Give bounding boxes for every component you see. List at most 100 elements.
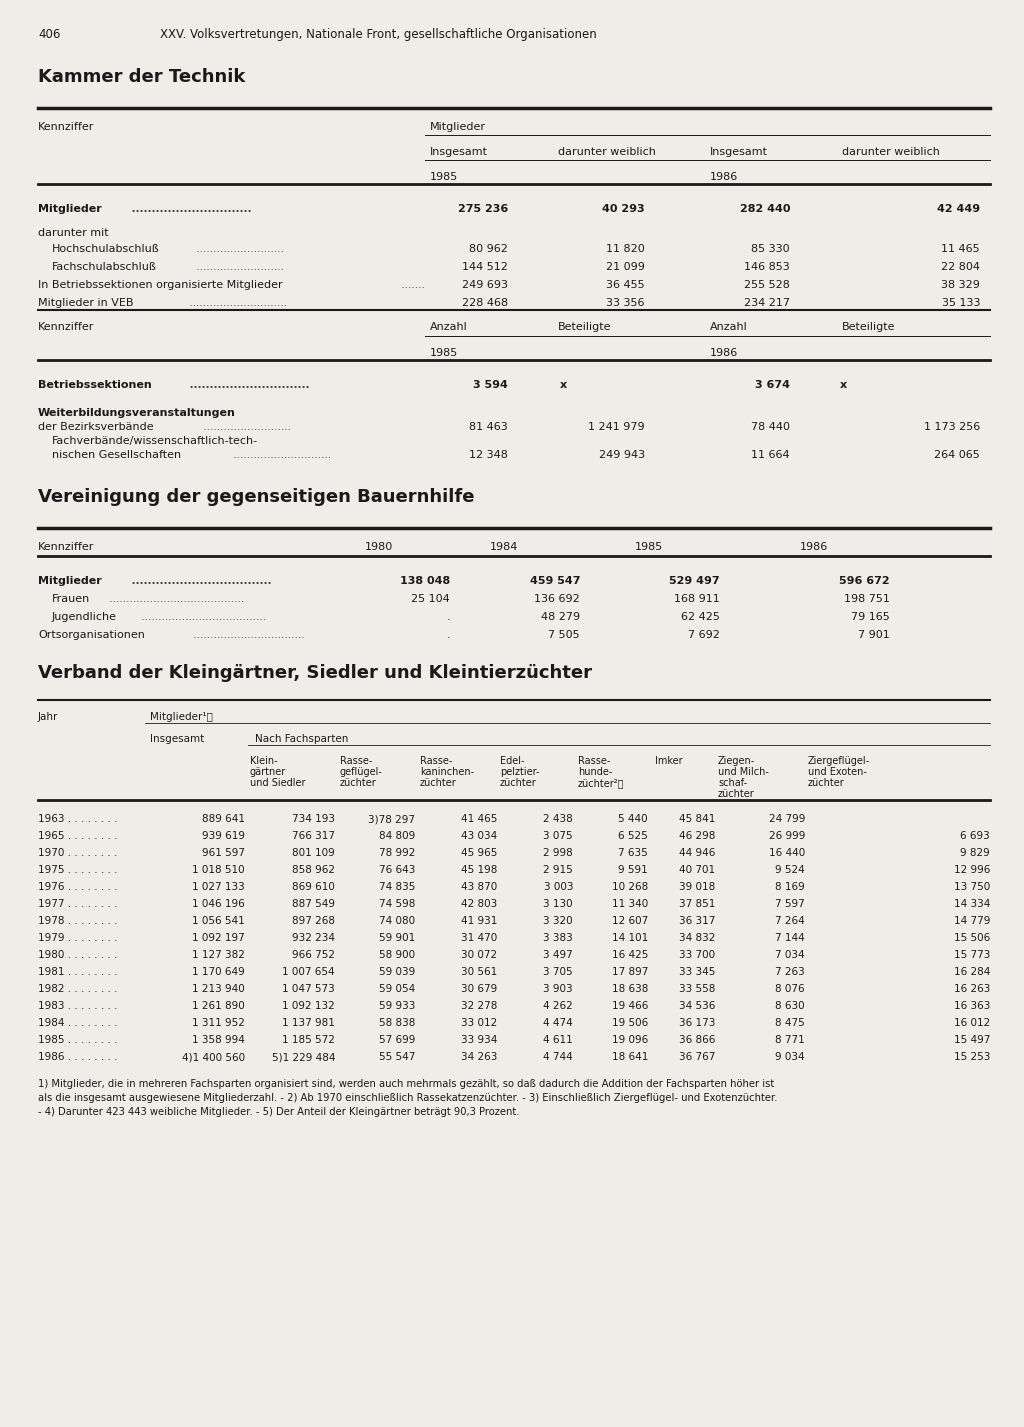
Text: 33 558: 33 558 [679,985,715,995]
Text: 3 497: 3 497 [544,950,573,960]
Text: 33 345: 33 345 [679,968,715,977]
Text: züchter²⧯: züchter²⧯ [578,778,625,788]
Text: 12 607: 12 607 [611,916,648,926]
Text: 24 799: 24 799 [769,813,805,823]
Text: 58 900: 58 900 [379,950,415,960]
Text: 74 080: 74 080 [379,916,415,926]
Text: 59 054: 59 054 [379,985,415,995]
Text: 7 692: 7 692 [688,629,720,639]
Text: Hochschulabschluß: Hochschulabschluß [52,244,160,254]
Text: 33 356: 33 356 [606,298,645,308]
Text: 32 278: 32 278 [461,1000,497,1010]
Text: 275 236: 275 236 [458,204,508,214]
Text: ..........................: .......................... [193,244,284,254]
Text: 19 096: 19 096 [611,1035,648,1045]
Text: 13 750: 13 750 [953,882,990,892]
Text: 14 779: 14 779 [953,916,990,926]
Text: 2 915: 2 915 [544,865,573,875]
Text: 4 611: 4 611 [544,1035,573,1045]
Text: der Bezirksverbände: der Bezirksverbände [38,422,154,432]
Text: 3 383: 3 383 [544,933,573,943]
Text: 9 524: 9 524 [775,865,805,875]
Text: 46 298: 46 298 [679,831,715,841]
Text: 1985: 1985 [635,542,664,552]
Text: als die insgesamt ausgewiesene Mitgliederzahl. - 2) Ab 1970 einschließlich Rasse: als die insgesamt ausgewiesene Mitgliede… [38,1093,777,1103]
Text: 11 820: 11 820 [606,244,645,254]
Text: Fachverbände/wissenschaftlich-tech-: Fachverbände/wissenschaftlich-tech- [52,437,258,447]
Text: hunde-: hunde- [578,766,612,776]
Text: 2 438: 2 438 [544,813,573,823]
Text: 59 901: 59 901 [379,933,415,943]
Text: 42 803: 42 803 [461,899,497,909]
Text: 459 547: 459 547 [529,577,580,586]
Text: .......: ....... [398,280,425,290]
Text: gärtner: gärtner [250,766,287,776]
Text: Insgesamt: Insgesamt [430,147,488,157]
Text: 8 630: 8 630 [775,1000,805,1010]
Text: 7 263: 7 263 [775,968,805,977]
Text: 529 497: 529 497 [670,577,720,586]
Text: 48 279: 48 279 [541,612,580,622]
Text: 1983 . . . . . . . .: 1983 . . . . . . . . [38,1000,118,1010]
Text: Weiterbildungsveranstaltungen: Weiterbildungsveranstaltungen [38,408,236,418]
Text: 889 641: 889 641 [202,813,245,823]
Text: Imker: Imker [655,756,683,766]
Text: geflügel-: geflügel- [340,766,383,776]
Text: Frauen: Frauen [52,594,90,604]
Text: 4 474: 4 474 [544,1017,573,1027]
Text: 58 838: 58 838 [379,1017,415,1027]
Text: 1 018 510: 1 018 510 [193,865,245,875]
Text: Anzahl: Anzahl [430,323,468,332]
Text: 3 003: 3 003 [544,882,573,892]
Text: 16 263: 16 263 [953,985,990,995]
Text: 31 470: 31 470 [461,933,497,943]
Text: 33 934: 33 934 [461,1035,497,1045]
Text: 801 109: 801 109 [292,848,335,858]
Text: Rasse-: Rasse- [420,756,453,766]
Text: 1979 . . . . . . . .: 1979 . . . . . . . . [38,933,118,943]
Text: und Siedler: und Siedler [250,778,305,788]
Text: 34 536: 34 536 [679,1000,715,1010]
Text: 35 133: 35 133 [941,298,980,308]
Text: nischen Gesellschaften: nischen Gesellschaften [52,450,181,459]
Text: 33 012: 33 012 [461,1017,497,1027]
Text: 3 674: 3 674 [755,380,790,390]
Text: züchter: züchter [718,789,755,799]
Text: darunter weiblich: darunter weiblich [842,147,940,157]
Text: 11 664: 11 664 [752,450,790,459]
Text: 11 465: 11 465 [941,244,980,254]
Text: 1978 . . . . . . . .: 1978 . . . . . . . . [38,916,118,926]
Text: 36 317: 36 317 [679,916,715,926]
Text: 1986: 1986 [800,542,828,552]
Text: 234 217: 234 217 [744,298,790,308]
Text: 15 253: 15 253 [953,1052,990,1062]
Text: 264 065: 264 065 [934,450,980,459]
Text: 1985: 1985 [430,173,459,183]
Text: .: . [446,612,450,622]
Text: 9 829: 9 829 [961,848,990,858]
Text: 30 072: 30 072 [461,950,497,960]
Text: 1965 . . . . . . . .: 1965 . . . . . . . . [38,831,118,841]
Text: 1 046 196: 1 046 196 [193,899,245,909]
Text: In Betriebssektionen organisierte Mitglieder: In Betriebssektionen organisierte Mitgli… [38,280,283,290]
Text: 3)78 297: 3)78 297 [368,813,415,823]
Text: züchter: züchter [340,778,377,788]
Text: 1 261 890: 1 261 890 [193,1000,245,1010]
Text: 3 130: 3 130 [544,899,573,909]
Text: 1986: 1986 [710,348,738,358]
Text: 406: 406 [38,29,60,41]
Text: 4 262: 4 262 [544,1000,573,1010]
Text: 1 127 382: 1 127 382 [193,950,245,960]
Text: 62 425: 62 425 [681,612,720,622]
Text: 78 992: 78 992 [379,848,415,858]
Text: Edel-: Edel- [500,756,524,766]
Text: 33 700: 33 700 [679,950,715,960]
Text: x: x [840,380,847,390]
Text: 55 547: 55 547 [379,1052,415,1062]
Text: Betriebssektionen: Betriebssektionen [38,380,152,390]
Text: 1) Mitglieder, die in mehreren Fachsparten organisiert sind, werden auch mehrmal: 1) Mitglieder, die in mehreren Fachspart… [38,1079,774,1089]
Text: 30 561: 30 561 [461,968,497,977]
Text: 1 311 952: 1 311 952 [193,1017,245,1027]
Text: 44 946: 44 946 [679,848,715,858]
Text: 1970 . . . . . . . .: 1970 . . . . . . . . [38,848,118,858]
